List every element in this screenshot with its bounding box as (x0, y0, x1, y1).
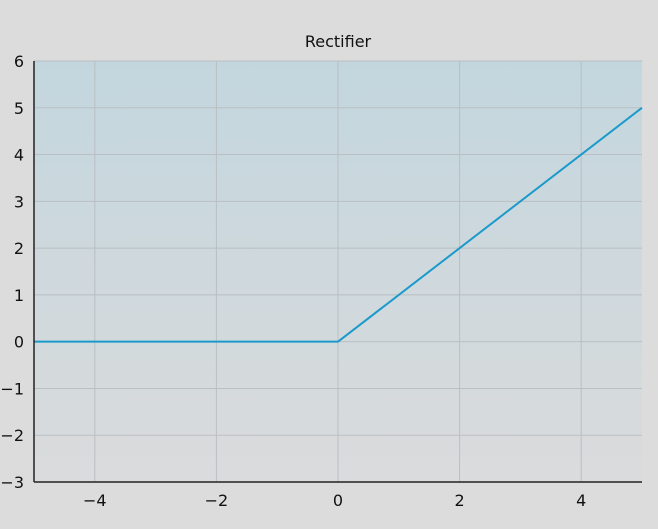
y-tick-label: 6 (14, 52, 24, 71)
y-tick-label: 4 (14, 146, 24, 165)
x-axis-ticks: −4 −2 0 2 4 (83, 491, 586, 510)
series-line-0 (34, 106, 643, 343)
y-tick-label: −1 (0, 379, 24, 398)
y-axis-ticks: −3 −2 −1 0 1 2 3 4 5 6 (0, 52, 24, 492)
x-tick-label: 0 (333, 491, 343, 510)
series-group (34, 106, 643, 343)
y-tick-label: 5 (14, 99, 24, 118)
y-tick-label: 0 (14, 333, 24, 352)
x-tick-label: −2 (205, 491, 229, 510)
y-tick-label: −2 (0, 426, 24, 445)
x-tick-label: 2 (455, 491, 465, 510)
x-tick-label: −4 (83, 491, 107, 510)
chart-title: Rectifier (305, 32, 372, 51)
axes (33, 61, 642, 483)
y-tick-label: 1 (14, 286, 24, 305)
y-tick-label: 3 (14, 192, 24, 211)
y-tick-label: 2 (14, 239, 24, 258)
x-tick-label: 4 (576, 491, 586, 510)
y-tick-label: −3 (0, 473, 24, 492)
